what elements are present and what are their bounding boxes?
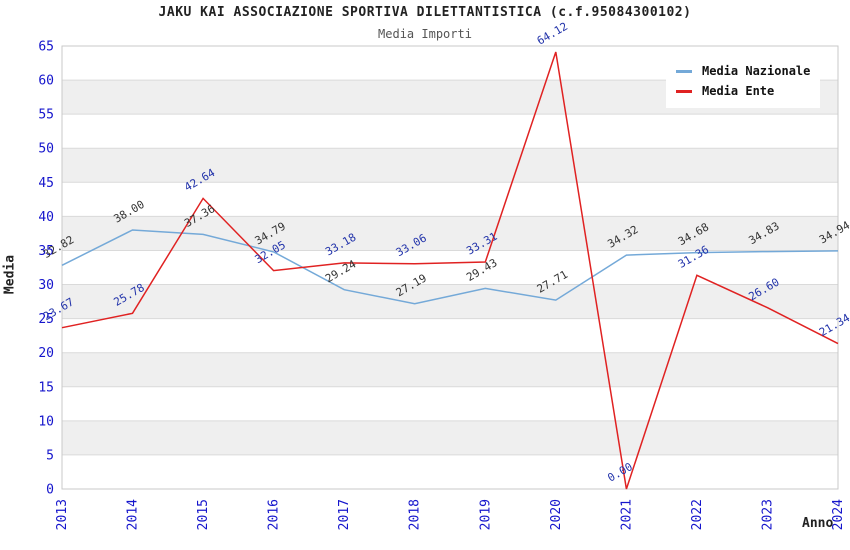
x-tick-label: 2017 <box>337 499 352 530</box>
x-axis-title: Anno <box>802 516 834 531</box>
legend-label: Media Nazionale <box>702 64 811 78</box>
y-tick-label: 45 <box>38 176 54 191</box>
x-tick-label: 2013 <box>55 499 70 530</box>
legend-swatch-nazionale-icon <box>676 69 692 73</box>
x-tick-label: 2024 <box>831 499 846 530</box>
plot-band <box>62 114 838 149</box>
plot-band <box>62 352 838 387</box>
x-tick-label: 2021 <box>619 499 634 530</box>
plot-band <box>62 386 838 421</box>
x-tick-label: 2022 <box>690 499 705 530</box>
legend-item-media-ente: Media Ente <box>676 81 810 101</box>
plot-border <box>61 45 839 490</box>
legend-item-media-nazionale: Media Nazionale <box>676 61 810 81</box>
y-tick-label: 40 <box>38 210 54 225</box>
y-tick-label: 30 <box>38 278 54 293</box>
y-tick-label: 55 <box>38 108 54 123</box>
y-tick-label: 20 <box>38 346 54 361</box>
plot-band <box>62 454 838 489</box>
x-tick-label: 2019 <box>478 499 493 530</box>
x-tick-label: 2020 <box>549 499 564 530</box>
plot-band <box>62 148 838 183</box>
x-tick-label: 2016 <box>267 499 282 530</box>
plot-band <box>62 182 838 217</box>
legend-label: Media Ente <box>702 84 775 98</box>
plot-band <box>62 250 838 285</box>
y-axis-title: Media <box>2 254 18 295</box>
chart-line-media-nazionale <box>61 229 839 305</box>
plot-band <box>62 284 838 319</box>
plot-band <box>62 318 838 353</box>
y-tick-label: 60 <box>38 74 54 89</box>
y-tick-label: 10 <box>38 414 54 429</box>
legend: Media Nazionale Media Ente <box>666 56 821 108</box>
y-tick-label: 5 <box>46 448 54 463</box>
y-tick-label: 15 <box>38 380 54 395</box>
chart-title: JAKU KAI ASSOCIAZIONE SPORTIVA DILETTANT… <box>158 5 692 20</box>
plot-band <box>62 420 838 455</box>
y-tick-label: 25 <box>38 312 54 327</box>
legend-swatch-ente-icon <box>676 89 692 93</box>
x-tick-label: 2018 <box>408 499 423 530</box>
y-tick-label: 50 <box>38 142 54 157</box>
x-tick-label: 2015 <box>196 499 211 530</box>
y-tick-label: 0 <box>46 483 54 498</box>
y-tick-label: 35 <box>38 244 54 259</box>
chart-subtitle: Media Importi <box>378 27 472 41</box>
y-tick-label: 65 <box>38 40 54 55</box>
x-tick-label: 2014 <box>126 499 141 530</box>
chart-line-media-ente <box>61 51 839 490</box>
x-tick-label: 2023 <box>760 499 775 530</box>
point-label: 64.12 <box>535 20 570 48</box>
